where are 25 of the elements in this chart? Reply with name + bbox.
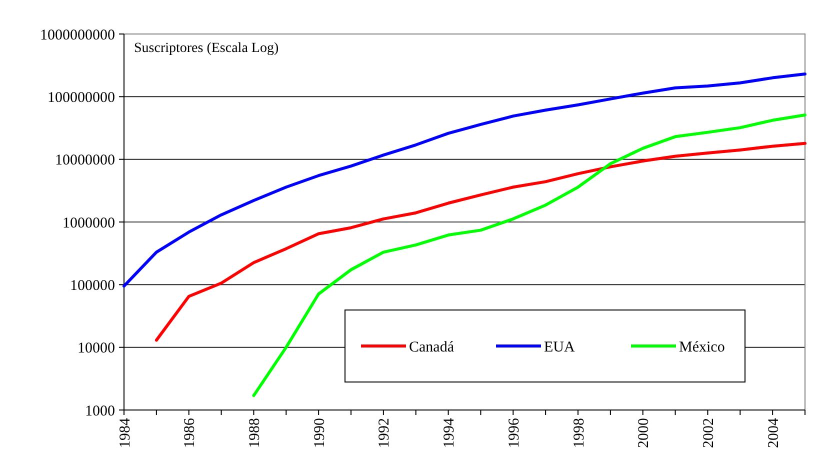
y-tick-label: 10000 <box>78 340 115 357</box>
y-tick-label: 10000000 <box>55 152 115 169</box>
y-tick-label: 100000000 <box>48 90 115 106</box>
x-tick-label: 2004 <box>766 418 782 448</box>
x-tick-label: 2002 <box>700 418 717 448</box>
legend-label: Canadá <box>409 339 454 356</box>
line-series <box>122 72 806 288</box>
x-tick-label: 1992 <box>376 418 393 448</box>
x-tick-label: 1996 <box>506 418 522 448</box>
y-tick-label: 1000000 <box>62 215 115 232</box>
y-tick-label: 1000 <box>85 403 115 420</box>
x-tick-label: 1984 <box>117 418 134 448</box>
legend-label: México <box>679 339 725 356</box>
x-tick-label: 1994 <box>442 418 458 448</box>
x-tick-label: 1998 <box>571 418 588 448</box>
x-tick-label: 1990 <box>312 418 328 448</box>
line-series <box>154 142 806 342</box>
y-tick-label: 100000 <box>70 278 115 294</box>
legend-label: EUA <box>544 339 575 356</box>
y-tick-label: 1000000000 <box>40 27 115 44</box>
x-tick-label: 1986 <box>182 418 198 448</box>
y-axis-title: Suscriptores (Escala Log) <box>134 41 279 56</box>
x-tick-label: 2000 <box>636 418 652 448</box>
x-tick-label: 1988 <box>246 418 263 448</box>
line-series <box>252 113 806 398</box>
